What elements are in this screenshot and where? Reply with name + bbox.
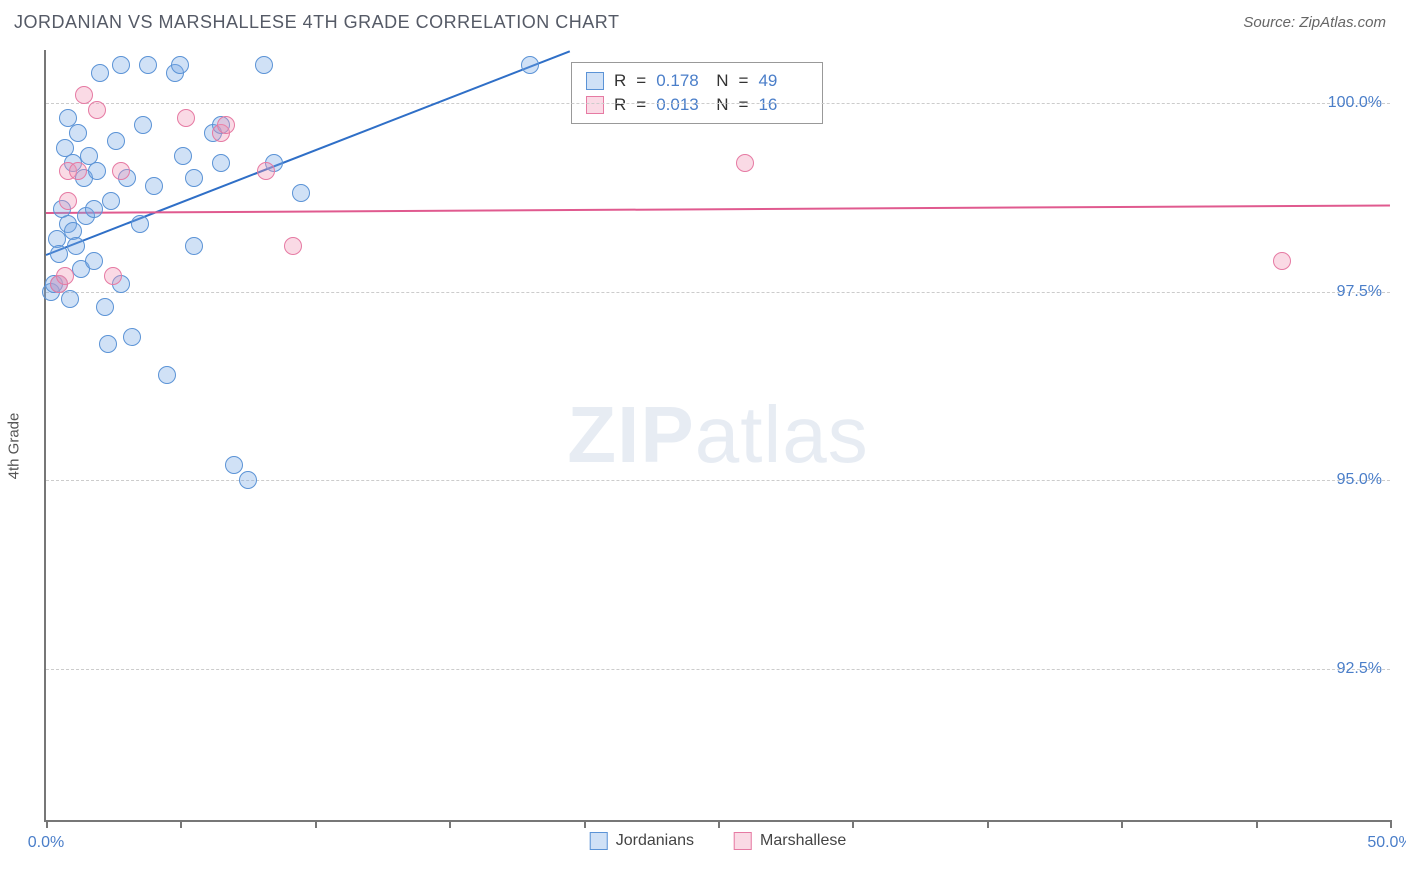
data-point [88, 101, 106, 119]
data-point [158, 366, 176, 384]
data-point [88, 162, 106, 180]
data-point [102, 192, 120, 210]
gridline [46, 103, 1390, 104]
stats-row-series2: R = 0.013 N = 16 [586, 93, 808, 117]
data-point [185, 237, 203, 255]
data-point [75, 86, 93, 104]
y-axis-label: 4th Grade [6, 413, 23, 480]
data-point [171, 56, 189, 74]
data-point [139, 56, 157, 74]
data-point [185, 169, 203, 187]
scatter-chart: ZIPatlas R = 0.178 N = 49 R = 0.013 N = … [44, 50, 1390, 822]
watermark-atlas: atlas [695, 390, 869, 479]
data-point [239, 471, 257, 489]
stats-row-series1: R = 0.178 N = 49 [586, 69, 808, 93]
correlation-stats-box: R = 0.178 N = 49 R = 0.013 N = 16 [571, 62, 823, 124]
x-tick [718, 820, 720, 828]
stats-R-label: R [614, 95, 626, 115]
x-tick [449, 820, 451, 828]
gridline [46, 292, 1390, 293]
stats-eq: = [636, 95, 646, 115]
data-point [91, 64, 109, 82]
swatch-series2 [586, 96, 604, 114]
data-point [257, 162, 275, 180]
data-point [255, 56, 273, 74]
data-point [284, 237, 302, 255]
x-tick [315, 820, 317, 828]
trendline [46, 50, 571, 256]
stats-eq: = [636, 71, 646, 91]
legend-swatch-2 [734, 832, 752, 850]
stats-N-value-2: 16 [758, 95, 808, 115]
data-point [61, 290, 79, 308]
chart-header: JORDANIAN VS MARSHALLESE 4TH GRADE CORRE… [0, 0, 1406, 41]
data-point [174, 147, 192, 165]
stats-eq: = [739, 95, 749, 115]
data-point [99, 335, 117, 353]
data-point [145, 177, 163, 195]
stats-R-value-2: 0.013 [656, 95, 706, 115]
x-tick [46, 820, 48, 828]
data-point [69, 162, 87, 180]
data-point [217, 116, 235, 134]
legend-swatch-1 [590, 832, 608, 850]
data-point [736, 154, 754, 172]
data-point [131, 215, 149, 233]
source-attribution: Source: ZipAtlas.com [1243, 14, 1386, 31]
data-point [59, 192, 77, 210]
data-point [123, 328, 141, 346]
stats-N-label: N [716, 71, 728, 91]
x-tick [1390, 820, 1392, 828]
data-point [112, 56, 130, 74]
watermark-zip: ZIP [567, 390, 694, 479]
x-tick [180, 820, 182, 828]
legend-item-2: Marshallese [734, 832, 846, 850]
stats-R-label: R [614, 71, 626, 91]
data-point [225, 456, 243, 474]
data-point [112, 162, 130, 180]
x-tick-label: 0.0% [28, 834, 64, 852]
source-prefix: Source: [1243, 14, 1299, 31]
chart-title: JORDANIAN VS MARSHALLESE 4TH GRADE CORRE… [14, 12, 619, 33]
x-tick [1121, 820, 1123, 828]
legend-label-2: Marshallese [760, 832, 846, 850]
swatch-series1 [586, 72, 604, 90]
data-point [107, 132, 125, 150]
y-tick-label: 100.0% [1328, 94, 1382, 112]
stats-R-value-1: 0.178 [656, 71, 706, 91]
watermark: ZIPatlas [567, 389, 868, 481]
data-point [177, 109, 195, 127]
data-point [67, 237, 85, 255]
stats-eq: = [739, 71, 749, 91]
x-tick [1256, 820, 1258, 828]
gridline [46, 669, 1390, 670]
data-point [292, 184, 310, 202]
data-point [1273, 252, 1291, 270]
data-point [104, 267, 122, 285]
x-tick-label: 50.0% [1367, 834, 1406, 852]
data-point [56, 267, 74, 285]
y-tick-label: 92.5% [1337, 660, 1382, 678]
x-tick [852, 820, 854, 828]
legend-item-1: Jordanians [590, 832, 694, 850]
data-point [85, 252, 103, 270]
stats-N-label: N [716, 95, 728, 115]
legend: Jordanians Marshallese [590, 832, 847, 850]
data-point [69, 124, 87, 142]
legend-label-1: Jordanians [616, 832, 694, 850]
x-tick [584, 820, 586, 828]
trendline [46, 205, 1390, 215]
source-name: ZipAtlas.com [1299, 14, 1386, 31]
stats-N-value-1: 49 [758, 71, 808, 91]
y-tick-label: 97.5% [1337, 283, 1382, 301]
data-point [521, 56, 539, 74]
data-point [212, 154, 230, 172]
data-point [134, 116, 152, 134]
data-point [96, 298, 114, 316]
y-tick-label: 95.0% [1337, 471, 1382, 489]
x-tick [987, 820, 989, 828]
